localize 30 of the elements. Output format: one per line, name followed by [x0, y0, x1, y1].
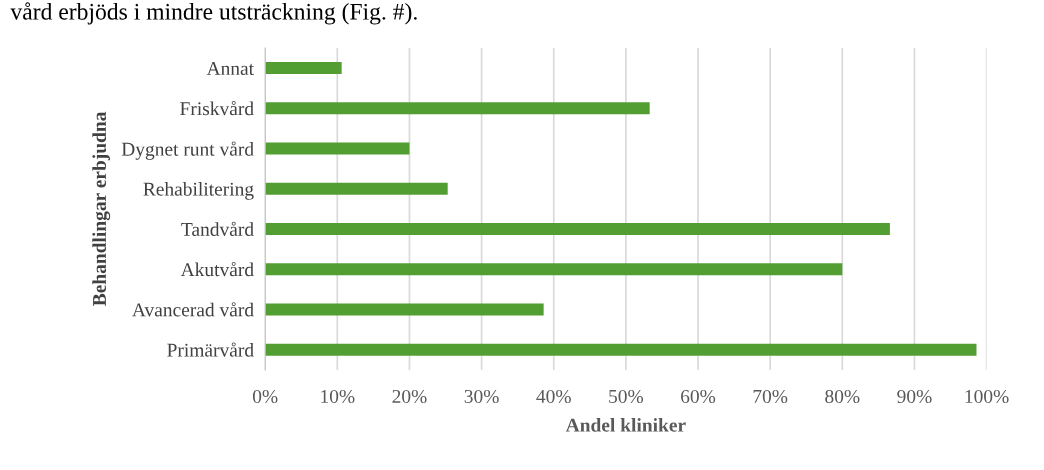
x-tick-label: 20%: [392, 389, 427, 404]
text: vård erbjöds i mindre utsträckning (Fig. #).: [10, 2, 417, 25]
bar: [265, 263, 843, 276]
bar: [265, 343, 977, 356]
y-tick-label: Primärvård: [167, 342, 254, 357]
x-tick-label: 10%: [321, 389, 355, 404]
bar: [265, 62, 342, 75]
bar: [265, 182, 448, 195]
x-tick-label: 60%: [681, 389, 716, 404]
x-tick-label: 40%: [536, 389, 571, 404]
y-tick-label: Avancerad vård: [132, 302, 254, 317]
x-tick-label: 80%: [825, 389, 860, 404]
y-tick-label: Friskvård: [180, 100, 254, 116]
y-axis-title: Behandlingar erbjudna: [92, 111, 111, 306]
y-tick-label: Akutvård: [180, 261, 254, 277]
x-tick-label: 30%: [464, 389, 499, 404]
y-tick-label: Annat: [206, 61, 254, 75]
x-tick-label: 100%: [965, 389, 1009, 404]
x-tick-label: 0%: [252, 389, 278, 404]
x-axis-title: Andel kliniker: [565, 418, 686, 432]
x-tick-label: 90%: [897, 389, 932, 404]
x-tick-label: 70%: [753, 389, 788, 404]
bar: [265, 303, 544, 316]
y-tick-label: Dygnet runt vård: [121, 141, 254, 160]
bar: [265, 142, 410, 155]
bar: [265, 102, 650, 115]
bar: [265, 223, 890, 236]
x-tick-label: 50%: [609, 389, 644, 404]
y-tick-label: Rehabilitering: [143, 182, 254, 200]
y-tick-label: Tandvård: [181, 221, 254, 236]
